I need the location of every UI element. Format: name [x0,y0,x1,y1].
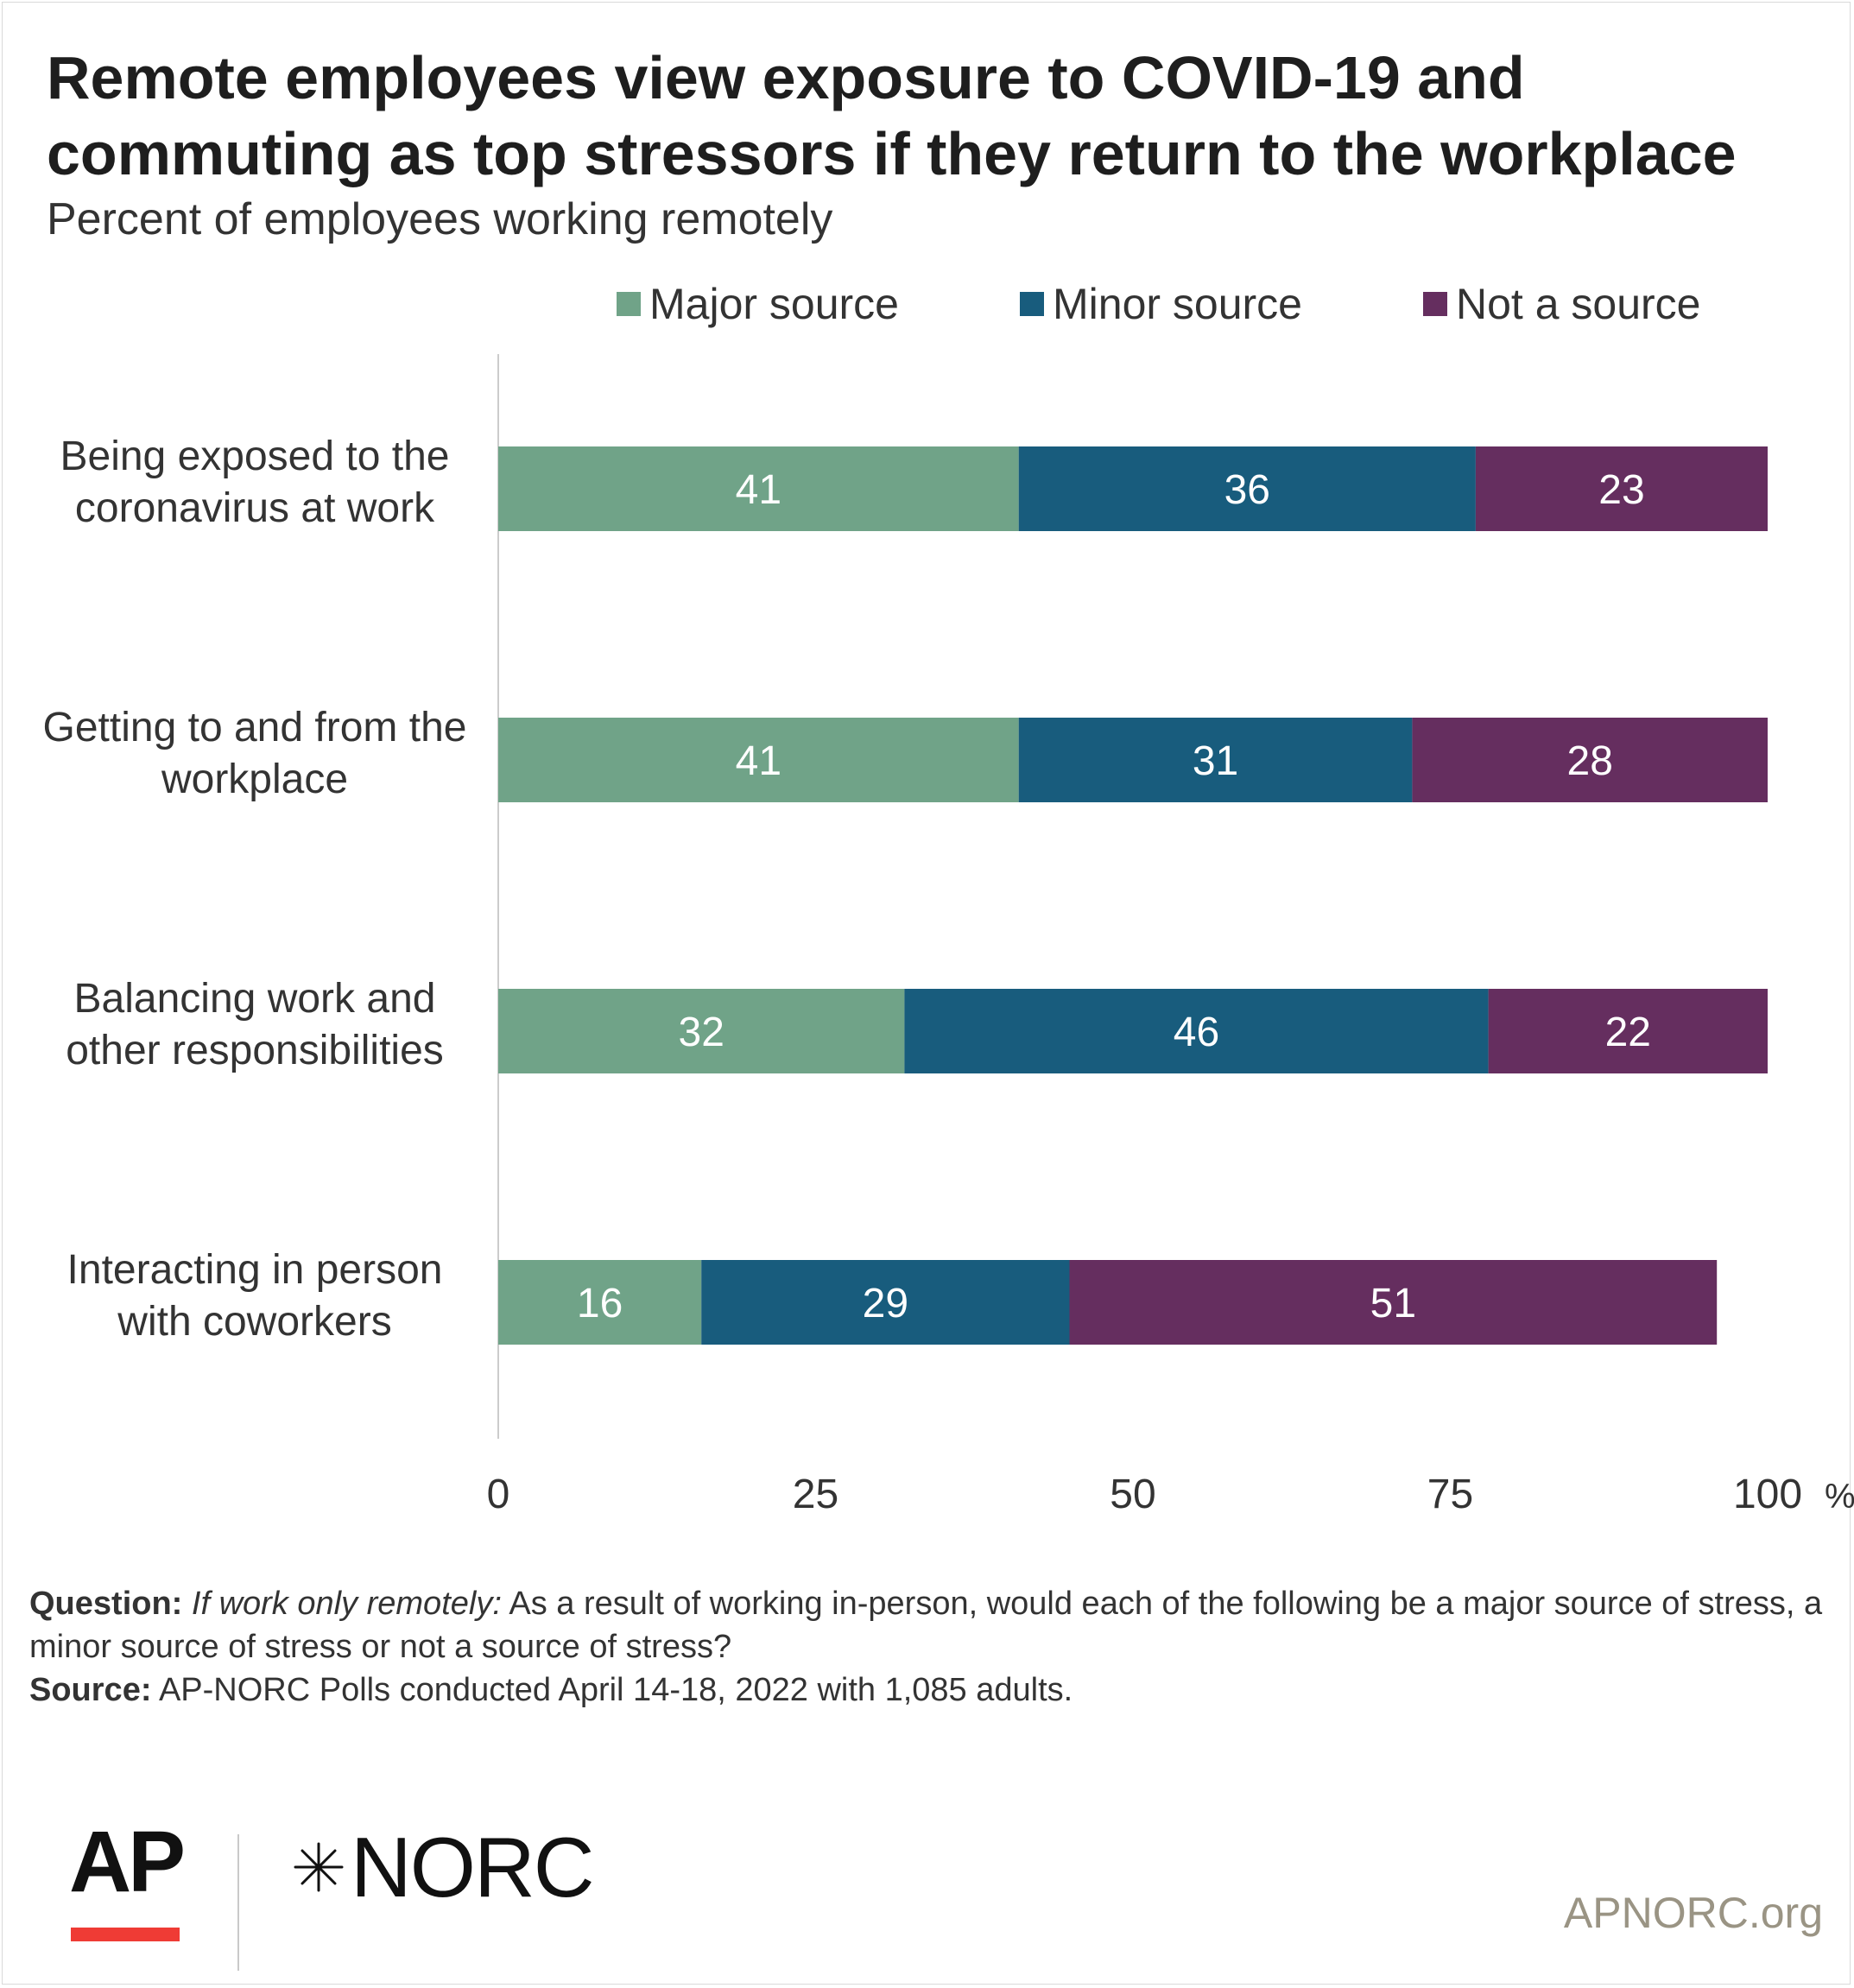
stacked-bar-chart: Being exposed to the coronavirus at work 4… [43,354,1854,1517]
legend-item-major: Major source [617,278,899,330]
chart-notes: Question: If work only remotely: As a re… [29,1582,1826,1712]
data-label: 51 [1370,1281,1416,1326]
website-link[interactable]: APNORC.org [1563,1889,1823,1937]
bar-segment [1018,718,1413,802]
question-note: Question: If work only remotely: As a re… [29,1582,1826,1668]
bar-segment [498,1260,702,1345]
ap-logo-bar [71,1928,180,1941]
legend-swatch-major [617,292,641,316]
category-label: Being exposed to the [60,434,449,479]
data-label: 28 [1567,738,1613,784]
bar-segment [498,989,905,1073]
category-label: workplace [161,757,348,802]
bar-segment [1069,1260,1718,1345]
bar-segment [498,446,1019,531]
data-label: 41 [736,738,781,784]
bar-segment [904,989,1489,1073]
data-label: 29 [863,1281,908,1326]
ap-logo: AP [69,1814,186,1910]
x-tick-label: 0 [487,1472,510,1517]
legend-item-not: Not a source [1423,278,1700,330]
data-label: 36 [1224,467,1270,513]
question-text: As a result of working in-person, would … [29,1586,1823,1665]
data-label: 41 [736,467,781,513]
category-label: other responsibilities [66,1028,444,1073]
bar-segment [1488,989,1768,1073]
legend: Major source Minor source Not a source [0,278,1854,330]
norc-logo-text: NORC [351,1819,595,1915]
legend-label-minor: Minor source [1053,280,1302,328]
data-label: 32 [679,1010,725,1055]
x-tick-label: 75 [1427,1472,1473,1517]
data-label: 22 [1605,1010,1651,1055]
source-label: Source: [29,1672,152,1708]
bar-segment [1412,718,1768,802]
source-text: AP-NORC Polls conducted April 14-18, 202… [158,1672,1073,1708]
norc-star-icon [294,1842,344,1892]
norc-logo: NORC [290,1820,595,1915]
bar-segment [1475,446,1768,531]
bar-segment [1018,446,1476,531]
data-label: 46 [1174,1010,1219,1055]
chart-subtitle: Percent of employees working remotely [47,194,833,244]
category-label: coronavirus at work [75,485,435,531]
x-tick-label: 50 [1110,1472,1155,1517]
x-tick-label: 25 [793,1472,838,1517]
bar-segment [701,1260,1070,1345]
bar-segment [498,718,1019,802]
legend-swatch-minor [1020,292,1044,316]
chart-title: Remote employees view exposure to COVID-… [47,44,1737,187]
logo-divider [237,1834,239,1971]
x-axis-unit: % [1825,1478,1854,1516]
legend-label-major: Major source [649,280,899,328]
category-label: Interacting in person [67,1247,443,1293]
question-italic: If work only remotely: [191,1586,502,1622]
source-note: Source: AP-NORC Polls conducted April 14… [29,1668,1826,1712]
question-label: Question: [29,1586,183,1622]
data-label: 16 [577,1281,623,1326]
legend-label-not: Not a source [1456,280,1701,328]
category-label: Getting to and from the [43,705,467,750]
legend-item-minor: Minor source [1020,278,1302,330]
x-tick-label: 100 [1733,1472,1802,1517]
data-label: 23 [1598,467,1644,513]
data-label: 31 [1193,738,1238,784]
category-label: with coworkers [117,1299,391,1345]
legend-swatch-not [1423,292,1447,316]
category-label: Balancing work and [74,976,436,1022]
